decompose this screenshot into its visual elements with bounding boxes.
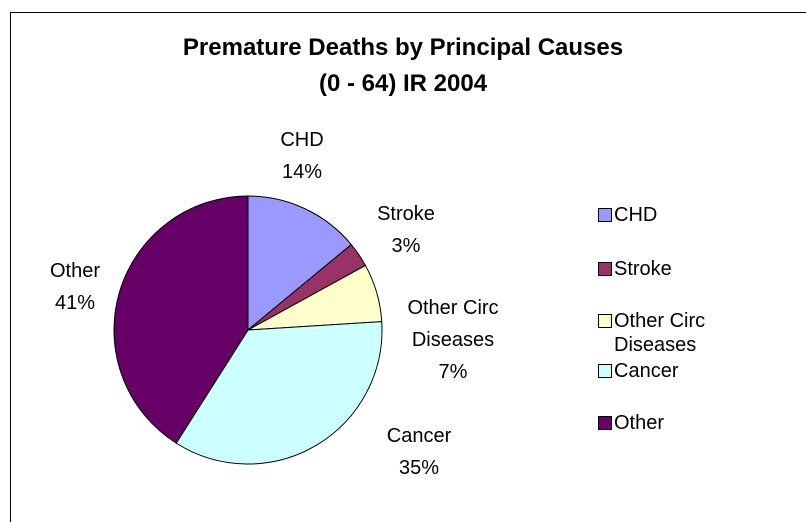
chart-frame bbox=[10, 12, 806, 522]
legend-label: Stroke bbox=[614, 258, 672, 280]
legend-label: CHD bbox=[614, 204, 658, 226]
chart-title: (0 - 64) IR 2004 bbox=[318, 70, 488, 97]
legend-swatch bbox=[598, 364, 612, 378]
legend-label: Other bbox=[614, 412, 665, 434]
slice-value-label: 41% bbox=[54, 292, 96, 314]
pie-slice bbox=[175, 321, 383, 465]
legend-label: Cancer bbox=[614, 360, 679, 382]
slice-value-label: 35% bbox=[398, 457, 440, 479]
slice-value-label: 14% bbox=[281, 161, 323, 183]
slice-label: Other Circ Diseases bbox=[407, 297, 499, 351]
chart-title: Premature Deaths by Principal Causes bbox=[182, 34, 624, 61]
legend-swatch bbox=[598, 314, 612, 328]
legend-swatch bbox=[598, 262, 612, 276]
legend-swatch bbox=[598, 416, 612, 430]
pie-slice bbox=[113, 195, 249, 444]
slice-label: Cancer bbox=[386, 425, 452, 447]
legend-swatch bbox=[598, 208, 612, 222]
slice-value-label: 7% bbox=[438, 361, 468, 383]
pie-slice bbox=[247, 195, 352, 332]
slice-label: CHD bbox=[280, 129, 324, 151]
legend-label: Other Circ Diseases bbox=[614, 310, 706, 356]
slice-value-label: 3% bbox=[391, 235, 421, 257]
slice-label: Other bbox=[49, 260, 101, 282]
slice-label: Stroke bbox=[377, 203, 435, 225]
